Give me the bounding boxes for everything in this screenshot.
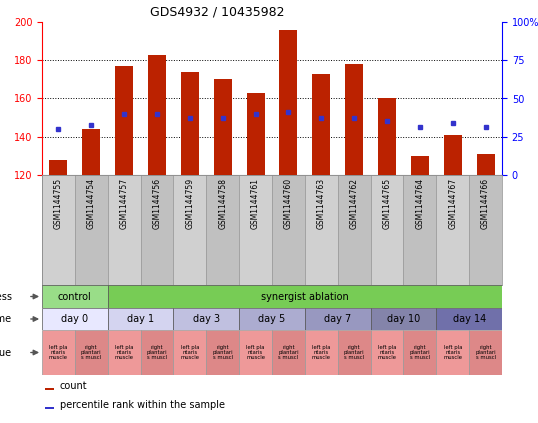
Text: stress: stress <box>0 291 12 302</box>
Bar <box>246 93 265 175</box>
Text: left pla
ntaris
muscle: left pla ntaris muscle <box>49 345 68 360</box>
Bar <box>140 175 173 285</box>
Bar <box>345 64 363 175</box>
Bar <box>214 80 232 175</box>
Bar <box>45 387 54 390</box>
Bar <box>404 330 436 375</box>
Text: right
plantari
s muscl: right plantari s muscl <box>81 345 102 360</box>
Bar <box>108 330 140 375</box>
Bar <box>115 66 133 175</box>
Text: GSM1144757: GSM1144757 <box>119 179 129 229</box>
Bar <box>173 308 239 330</box>
Text: right
plantari
s muscl: right plantari s muscl <box>344 345 364 360</box>
Bar <box>371 308 436 330</box>
Text: GSM1144758: GSM1144758 <box>218 179 227 229</box>
Bar <box>371 175 404 285</box>
Bar <box>42 308 108 330</box>
Bar <box>239 330 272 375</box>
Bar <box>444 135 462 175</box>
Bar <box>305 175 338 285</box>
Bar <box>411 156 429 175</box>
Text: percentile rank within the sample: percentile rank within the sample <box>60 400 225 409</box>
Bar <box>49 160 67 175</box>
Text: day 10: day 10 <box>387 314 420 324</box>
Text: right
plantari
s muscl: right plantari s muscl <box>278 345 299 360</box>
Text: GSM1144760: GSM1144760 <box>284 179 293 229</box>
Text: day 14: day 14 <box>452 314 486 324</box>
Text: control: control <box>58 291 92 302</box>
Text: day 7: day 7 <box>324 314 351 324</box>
Text: GSM1144765: GSM1144765 <box>383 179 392 229</box>
Bar <box>42 285 108 308</box>
Bar <box>312 74 330 175</box>
Bar <box>305 330 338 375</box>
Text: day 5: day 5 <box>258 314 286 324</box>
Bar <box>75 175 108 285</box>
Text: day 0: day 0 <box>61 314 88 324</box>
Text: GSM1144766: GSM1144766 <box>481 179 490 229</box>
Bar <box>469 330 502 375</box>
Bar <box>148 55 166 175</box>
Text: day 3: day 3 <box>193 314 220 324</box>
Text: synergist ablation: synergist ablation <box>261 291 349 302</box>
Text: right
plantari
s muscl: right plantari s muscl <box>475 345 496 360</box>
Text: GSM1144754: GSM1144754 <box>87 179 96 229</box>
Text: right
plantari
s muscl: right plantari s muscl <box>213 345 233 360</box>
Bar <box>45 407 54 409</box>
Text: left pla
ntaris
muscle: left pla ntaris muscle <box>115 345 133 360</box>
Bar <box>108 285 502 308</box>
Bar <box>173 175 206 285</box>
Text: GSM1144762: GSM1144762 <box>350 179 359 229</box>
Bar <box>108 175 140 285</box>
Text: right
plantari
s muscl: right plantari s muscl <box>409 345 430 360</box>
Bar <box>82 129 100 175</box>
Bar <box>239 308 305 330</box>
Text: left pla
ntaris
muscle: left pla ntaris muscle <box>180 345 200 360</box>
Text: GSM1144763: GSM1144763 <box>317 179 326 229</box>
Text: left pla
ntaris
muscle: left pla ntaris muscle <box>246 345 265 360</box>
Text: right
plantari
s muscl: right plantari s muscl <box>147 345 167 360</box>
Bar <box>469 175 502 285</box>
Bar <box>436 175 469 285</box>
Bar <box>436 330 469 375</box>
Bar <box>378 99 396 175</box>
Text: GSM1144759: GSM1144759 <box>186 179 194 229</box>
Bar <box>436 308 502 330</box>
Bar <box>338 330 371 375</box>
Text: GSM1144761: GSM1144761 <box>251 179 260 229</box>
Text: GDS4932 / 10435982: GDS4932 / 10435982 <box>150 5 284 19</box>
Text: day 1: day 1 <box>127 314 154 324</box>
Bar <box>338 175 371 285</box>
Bar <box>173 330 206 375</box>
Bar <box>140 330 173 375</box>
Text: GSM1144756: GSM1144756 <box>152 179 161 229</box>
Bar <box>272 330 305 375</box>
Bar <box>42 330 75 375</box>
Text: GSM1144764: GSM1144764 <box>415 179 424 229</box>
Bar <box>181 72 199 175</box>
Bar <box>404 175 436 285</box>
Bar <box>239 175 272 285</box>
Text: count: count <box>60 382 88 391</box>
Bar <box>108 308 173 330</box>
Text: left pla
ntaris
muscle: left pla ntaris muscle <box>378 345 397 360</box>
Bar <box>371 330 404 375</box>
Text: tissue: tissue <box>0 348 12 357</box>
Bar <box>75 330 108 375</box>
Bar <box>42 175 75 285</box>
Bar <box>206 175 239 285</box>
Text: left pla
ntaris
muscle: left pla ntaris muscle <box>443 345 462 360</box>
Bar <box>279 30 298 175</box>
Bar <box>272 175 305 285</box>
Text: left pla
ntaris
muscle: left pla ntaris muscle <box>312 345 331 360</box>
Text: GSM1144755: GSM1144755 <box>54 179 63 229</box>
Bar <box>305 308 371 330</box>
Text: time: time <box>0 314 12 324</box>
Bar <box>206 330 239 375</box>
Text: GSM1144767: GSM1144767 <box>448 179 457 229</box>
Bar <box>477 154 494 175</box>
